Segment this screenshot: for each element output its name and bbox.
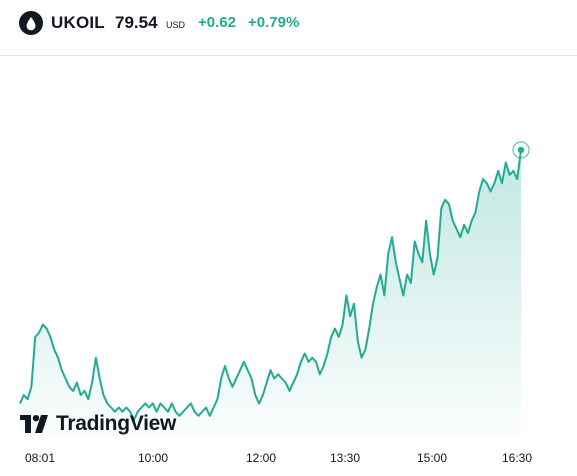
tradingview-logo-icon (20, 415, 48, 433)
price-change-percent: +0.79% (248, 14, 300, 31)
last-price: 79.54 (115, 13, 158, 32)
x-axis-tick-label: 10:00 (137, 451, 169, 465)
x-axis-tick-label: 13:30 (329, 451, 361, 465)
symbol-name[interactable]: UKOIL (51, 13, 105, 32)
last-price-pulse (512, 141, 530, 159)
oil-drop-icon (19, 11, 43, 35)
currency-label: USD (166, 20, 186, 30)
brand-name: TradingView (56, 412, 177, 435)
x-axis-tick-label: 12:00 (245, 451, 277, 465)
last-price-marker (517, 146, 525, 154)
x-axis-tick-label: 15:00 (416, 451, 448, 465)
price-area-fill (20, 150, 521, 436)
x-axis-tick-label: 16:30 (501, 451, 533, 465)
symbol-header: UKOIL 79.54 USD +0.62 +0.79% (0, 0, 577, 56)
price-chart[interactable] (0, 56, 577, 476)
tradingview-watermark[interactable]: TradingView (20, 412, 176, 436)
price-line (19, 149, 522, 421)
price-change: +0.62 (198, 14, 236, 31)
x-axis-tick-label: 08:01 (24, 451, 56, 465)
